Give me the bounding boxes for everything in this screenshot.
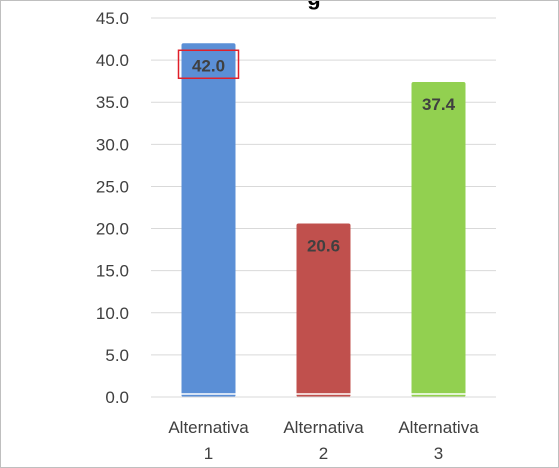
y-tick-label: 40.0	[96, 51, 129, 70]
x-axis: Alternativa 1 Alternativa 2 Alternativa 3	[151, 396, 496, 463]
y-axis: 0.0 5.0 10.0 15.0 20.0 25.0 30.0 35.0 40.0 45.0	[96, 9, 129, 407]
data-label: 20.6	[307, 237, 340, 256]
bars: 42.0 20.6 37.4	[177, 43, 466, 398]
x-category-label-line2: 1	[204, 444, 213, 463]
x-category-label-line2: 3	[434, 444, 443, 463]
data-label: 37.4	[422, 95, 456, 114]
data-label: 42.0	[192, 56, 225, 75]
bar	[411, 82, 466, 398]
y-tick-label: 30.0	[96, 135, 129, 154]
y-tick-label: 5.0	[105, 346, 129, 365]
x-category-label: Alternativa	[398, 418, 479, 437]
y-tick-label: 35.0	[96, 93, 129, 112]
y-tick-label: 10.0	[96, 304, 129, 323]
y-tick-label: 45.0	[96, 9, 129, 28]
bar	[296, 223, 351, 397]
chart-title: g	[307, 1, 320, 10]
y-tick-label: 25.0	[96, 177, 129, 196]
x-category-label: Alternativa	[283, 418, 364, 437]
x-category-label-line2: 2	[319, 444, 328, 463]
x-category-label: Alternativa	[168, 418, 249, 437]
y-tick-label: 15.0	[96, 262, 129, 281]
bar	[181, 43, 236, 398]
y-tick-label: 0.0	[105, 388, 129, 407]
data-label-highlight-box	[177, 49, 240, 80]
y-tick-label: 20.0	[96, 220, 129, 239]
